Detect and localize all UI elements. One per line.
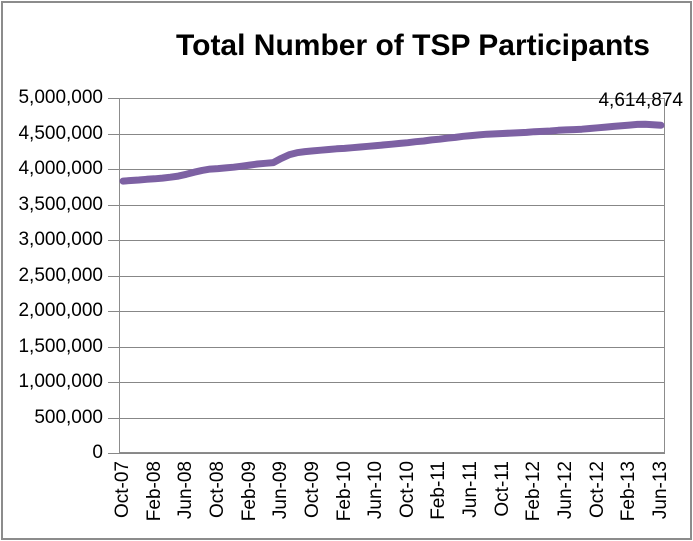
y-axis-label: 500,000 [34,406,103,428]
x-axis-label: Feb-09 [238,461,260,522]
x-axis-label: Jun-09 [270,461,292,520]
y-axis-label: 4,500,000 [18,122,103,144]
y-axis-label: 3,500,000 [18,193,103,215]
x-axis-label: Jun-13 [650,461,672,520]
plot-border [119,98,665,453]
y-axis-label: 0 [92,442,103,463]
x-axis-label: Oct-08 [206,461,228,519]
y-axis-label: 1,000,000 [18,371,103,392]
end-value-label: 4,614,874 [598,90,683,111]
x-axis-label: Oct-11 [491,461,513,517]
x-axis-label: Feb-12 [523,461,545,522]
x-axis-label: Oct-09 [301,461,323,519]
x-axis-label: Jun-08 [175,461,197,520]
y-axis-label: 5,000,000 [18,87,103,108]
x-axis-label: Oct-12 [586,461,608,519]
x-axis-label: Feb-11 [428,461,450,520]
y-axis-label: 2,000,000 [18,300,103,321]
x-axis-label: Jun-11 [460,461,482,518]
y-axis-label: 1,500,000 [18,335,103,357]
x-axis-label: Oct-07 [111,461,133,519]
y-axis-label: 3,000,000 [18,229,103,250]
series-line [119,120,665,185]
x-axis-label: Feb-13 [618,461,640,522]
x-axis-label: Jun-10 [365,461,387,520]
x-axis-label: Feb-10 [333,461,355,522]
chart-title: Total Number of TSP Participants [176,29,650,62]
x-axis-label: Jun-12 [555,461,577,520]
y-axis-label: 4,000,000 [18,158,103,179]
x-axis-label: Oct-10 [396,461,418,519]
y-axis-label: 2,500,000 [18,264,103,286]
x-axis-label: Feb-08 [143,461,165,522]
